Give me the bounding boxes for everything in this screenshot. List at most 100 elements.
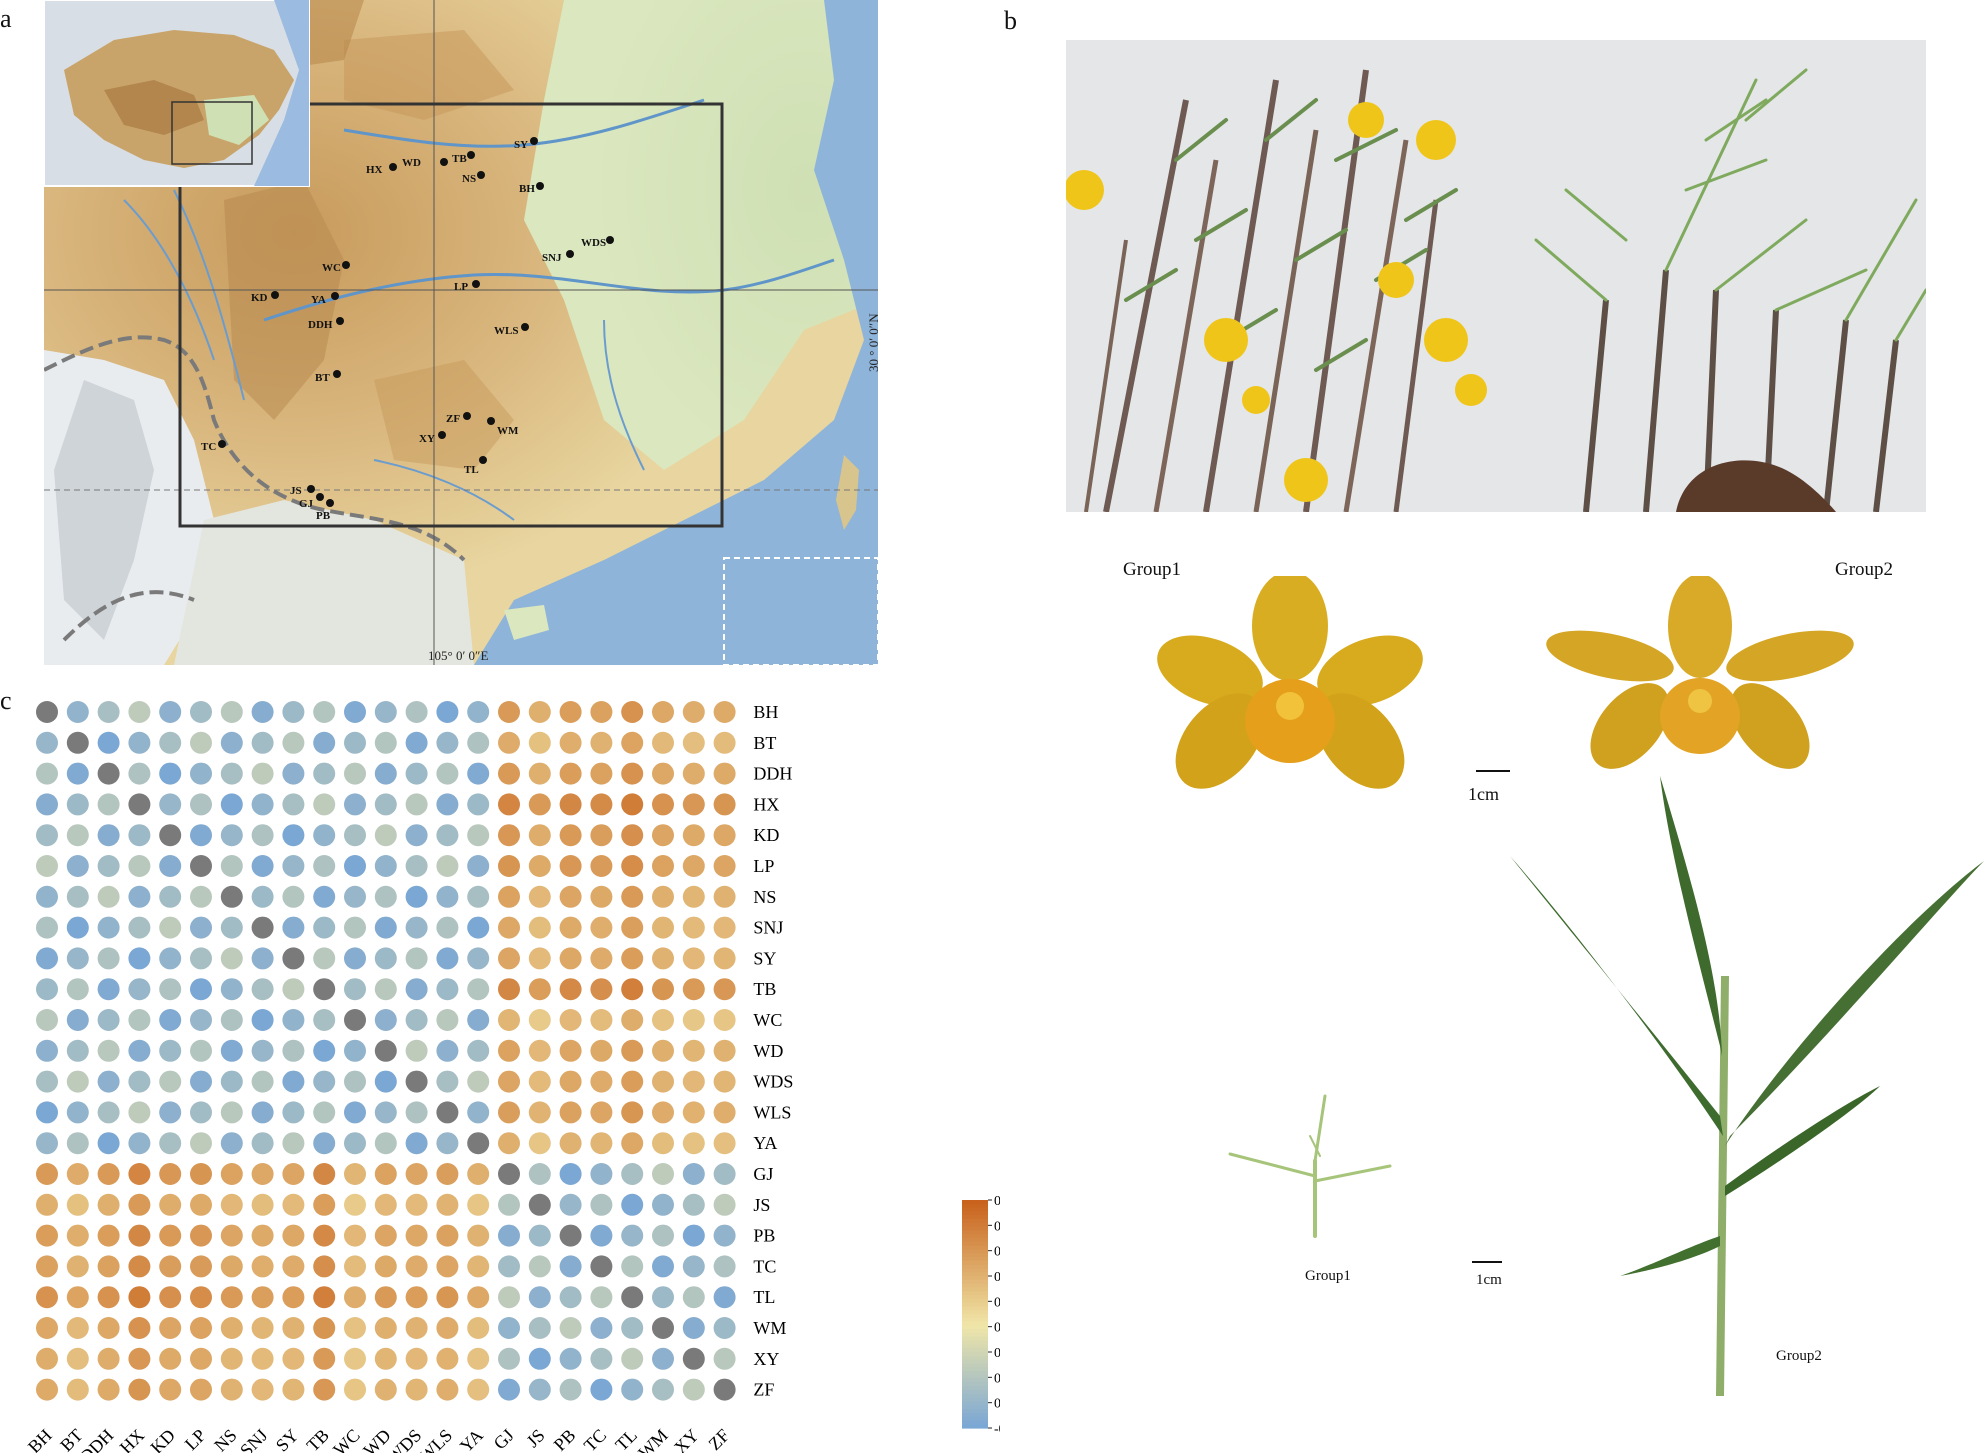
group1-flower [1157,576,1423,789]
heatmap-cell-LP-LP [190,855,212,877]
heatmap-cell-XY-JS [528,1347,551,1370]
heatmap-cell-WC-SNJ [251,1009,274,1031]
row-label-WM: WM [753,1318,786,1338]
heatmap-cell-SNJ-XY [682,916,705,939]
heatmap-cell-GJ-ZF [713,1163,736,1185]
heatmap-cell-GJ-TC [590,1163,613,1185]
heatmap-cell-NS-HX [128,885,151,908]
heatmap-cell-WM-ZF [713,1317,736,1339]
colorbar-tick-label: 0.10 [994,1371,1000,1386]
colorbar-segment [962,1276,988,1281]
heatmap-cell-SNJ-KD [159,916,182,939]
colorbar-tick-label: 0.40 [994,1295,1000,1310]
heatmap-cell-PB-JS [528,1224,551,1247]
plant-photos [1066,40,1926,512]
row-label-XY: XY [753,1349,779,1369]
colorbar-segment [962,1344,988,1349]
heatmap-cell-HX-LP [190,793,212,816]
heatmap-cell-BH-XY [682,701,705,723]
colorbar-segment [962,1200,988,1205]
heatmap-cell-BT-PB [559,731,582,754]
column-label-BH: BH [24,1425,56,1453]
colorbar-segment [962,1264,988,1269]
heatmap-cell-HX-YA [467,793,490,816]
heatmap-cell-JS-SY [282,1193,305,1216]
heatmap-cell-KD-TC [590,824,613,847]
heatmap-cell-XY-YA [467,1347,490,1370]
heatmap-cell-BT-WM [652,731,674,754]
heatmap-cell-TL-BT [66,1286,89,1309]
heatmap-cell-WC-BH [36,1009,58,1031]
heatmap-cell-SY-HX [128,947,151,970]
heatmap-cell-NS-BT [66,885,89,908]
heatmap-cell-NS-SNJ [251,885,274,908]
heatmap-cell-LP-GJ [498,855,520,877]
heatmap-cell-WC-LP [190,1009,212,1031]
heatmap-cell-TC-XY [682,1255,705,1278]
heatmap-cell-ZF-GJ [498,1378,520,1401]
heatmap-cell-HX-SNJ [251,793,274,816]
colorbar-segment [962,1352,988,1357]
site-label-KD: KD [251,292,268,304]
heatmap-cell-YA-SY [282,1132,305,1155]
heatmap-cell-TL-NS [220,1286,243,1309]
heatmap-cell-TL-TC [590,1286,613,1309]
site-label-WD: WD [402,157,421,169]
heatmap-cell-YA-YA [467,1132,490,1155]
heatmap-cell-TB-HX [128,978,151,1001]
heatmap-cell-LP-PB [559,855,582,877]
colorbar-segment [962,1279,988,1285]
heatmap-cell-NS-GJ [498,885,520,908]
heatmap-cell-JS-GJ [498,1193,520,1216]
colorbar-segment [962,1310,988,1315]
heatmap-cell-YA-WDS [405,1132,428,1155]
heatmap-cell-TB-TB [313,978,336,1001]
heatmap-cell-KD-GJ [498,824,520,847]
heatmap-cell-ZF-HX [128,1378,151,1401]
heatmap-cell-BT-GJ [498,731,520,754]
heatmap-cell-TB-BH [36,978,58,1001]
heatmap-cell-PB-WD [374,1224,397,1247]
colorbar-segment [962,1249,988,1254]
heatmap-cell-BT-ZF [713,731,736,754]
heatmap-cell-BT-BH [36,731,58,754]
heatmap-cell-WDS-NS [220,1070,243,1093]
heatmap-cell-LP-WC [344,855,366,877]
heatmap-cell-BT-JS [528,731,551,754]
heatmap-cell-LP-BT [66,855,89,877]
heatmap-cell-HX-WDS [405,793,428,816]
colorbar-segment [962,1272,988,1277]
heatmap-cell-PB-PB [559,1224,582,1247]
colorbar-segment [962,1371,988,1376]
heatmap-cell-TB-WM [652,978,674,1001]
heatmap-cell-WDS-WM [652,1070,674,1093]
heatmap-cell-DDH-XY [682,762,705,785]
heatmap-cell-SNJ-WD [374,916,397,939]
heatmap-cell-BT-HX [128,731,151,754]
site-label-WLS: WLS [494,325,518,337]
colorbar-tick-label: 0.60 [994,1245,1000,1260]
colorbar-segment [962,1424,988,1429]
heatmap-cell-HX-WLS [436,793,459,816]
heatmap-cell-TC-JS [528,1255,551,1278]
heatmap-cell-JS-TL [621,1193,644,1216]
heatmap-cell-PB-TB [313,1224,336,1247]
colorbar-tick-label: 0.70 [994,1219,1000,1234]
heatmap-cell-JS-LP [190,1193,212,1216]
heatmap-cell-DDH-WD [374,762,397,785]
heatmap-cell-PB-ZF [713,1224,736,1247]
heatmap-cell-WDS-SNJ [251,1070,274,1093]
colorbar-segment [962,1306,988,1311]
seedling-group2-label: Group2 [1776,1348,1822,1364]
heatmap-cell-SNJ-HX [128,916,151,939]
heatmap-cell-JS-TB [313,1193,336,1216]
heatmap-cell-DDH-WLS [436,762,459,785]
heatmap-cell-SY-XY [682,947,705,970]
heatmap-cell-ZF-WD [374,1378,397,1401]
row-label-WC: WC [753,1010,782,1030]
heatmap-cell-ZF-KD [159,1378,182,1401]
row-label-YA: YA [753,1133,777,1153]
heatmap-cell-GJ-TB [313,1163,336,1185]
heatmap-cell-PB-YA [467,1224,490,1247]
heatmap-cell-ZF-YA [467,1378,490,1401]
